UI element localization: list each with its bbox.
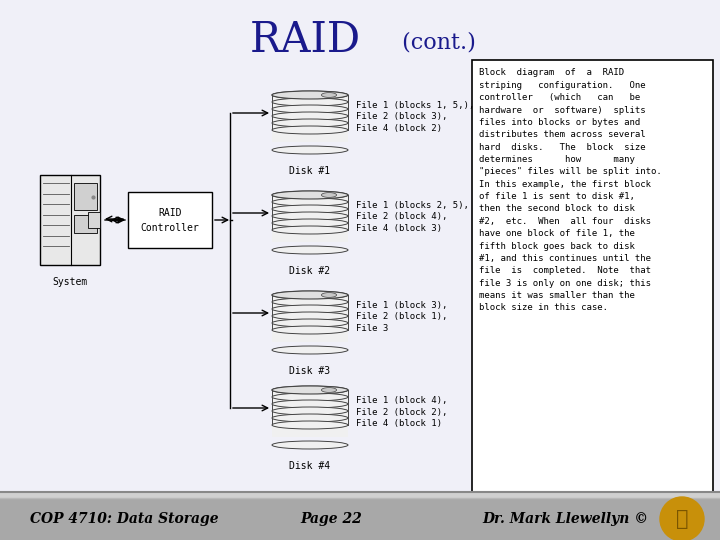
- Ellipse shape: [321, 92, 337, 97]
- Bar: [128, 192, 212, 248]
- Ellipse shape: [272, 146, 348, 154]
- Bar: [0, 498, 720, 540]
- Text: Disk #1: Disk #1: [289, 166, 330, 176]
- Ellipse shape: [272, 212, 348, 220]
- Ellipse shape: [321, 388, 337, 393]
- Ellipse shape: [272, 205, 348, 213]
- Text: Disk #2: Disk #2: [289, 266, 330, 276]
- Ellipse shape: [272, 326, 348, 334]
- Bar: [272, 195, 348, 242]
- Bar: [74, 183, 97, 210]
- Ellipse shape: [272, 291, 348, 299]
- Ellipse shape: [272, 441, 348, 449]
- Ellipse shape: [272, 386, 348, 394]
- Ellipse shape: [272, 393, 348, 401]
- Text: File 1 (blocks 2, 5),
File 2 (block 4),
File 4 (block 3): File 1 (blocks 2, 5), File 2 (block 4), …: [356, 201, 469, 233]
- Ellipse shape: [272, 246, 348, 254]
- Ellipse shape: [321, 293, 337, 298]
- Text: 🦢: 🦢: [676, 509, 688, 529]
- Ellipse shape: [272, 305, 348, 313]
- Text: RAID: RAID: [158, 208, 181, 218]
- Ellipse shape: [272, 191, 348, 199]
- Ellipse shape: [272, 421, 348, 429]
- Ellipse shape: [272, 226, 348, 234]
- Text: Disk #3: Disk #3: [289, 366, 330, 376]
- Text: Block  diagram  of  a  RAID
striping   configuration.   One
controller   (which : Block diagram of a RAID striping configu…: [479, 69, 662, 312]
- Ellipse shape: [272, 198, 348, 206]
- Bar: [74, 214, 97, 233]
- Ellipse shape: [272, 291, 348, 299]
- Ellipse shape: [272, 119, 348, 127]
- Ellipse shape: [272, 126, 348, 134]
- Ellipse shape: [272, 400, 348, 408]
- Text: Page 22: Page 22: [300, 512, 362, 526]
- Ellipse shape: [272, 298, 348, 306]
- Text: File 1 (block 4),
File 2 (block 2),
File 4 (block 1): File 1 (block 4), File 2 (block 2), File…: [356, 396, 447, 428]
- Text: RAID: RAID: [249, 19, 361, 61]
- Ellipse shape: [272, 407, 348, 415]
- Circle shape: [662, 499, 702, 539]
- Ellipse shape: [272, 319, 348, 327]
- Ellipse shape: [272, 219, 348, 227]
- Bar: [88, 212, 100, 228]
- Ellipse shape: [272, 312, 348, 320]
- Ellipse shape: [272, 91, 348, 99]
- Bar: [0, 492, 720, 498]
- Bar: [272, 295, 348, 342]
- Text: System: System: [53, 277, 88, 287]
- Circle shape: [660, 497, 704, 540]
- Ellipse shape: [272, 346, 348, 354]
- Ellipse shape: [272, 386, 348, 394]
- Ellipse shape: [321, 193, 337, 198]
- Ellipse shape: [272, 98, 348, 106]
- Ellipse shape: [272, 191, 348, 199]
- Ellipse shape: [272, 91, 348, 99]
- Ellipse shape: [272, 414, 348, 422]
- Ellipse shape: [272, 105, 348, 113]
- Ellipse shape: [272, 112, 348, 120]
- Text: File 1 (block 3),
File 2 (block 1),
File 3: File 1 (block 3), File 2 (block 1), File…: [356, 301, 447, 333]
- Text: File 1 (blocks 1, 5,),
File 2 (block 3),
File 4 (block 2): File 1 (blocks 1, 5,), File 2 (block 3),…: [356, 100, 474, 133]
- Bar: [40, 175, 100, 265]
- Text: (cont.): (cont.): [395, 31, 476, 53]
- Text: Disk #4: Disk #4: [289, 461, 330, 471]
- Text: Controller: Controller: [140, 223, 199, 233]
- Text: Dr. Mark Llewellyn ©: Dr. Mark Llewellyn ©: [482, 512, 649, 526]
- Bar: [272, 390, 348, 437]
- Bar: [272, 95, 348, 142]
- Text: COP 4710: Data Storage: COP 4710: Data Storage: [30, 512, 219, 526]
- Bar: [472, 60, 713, 517]
